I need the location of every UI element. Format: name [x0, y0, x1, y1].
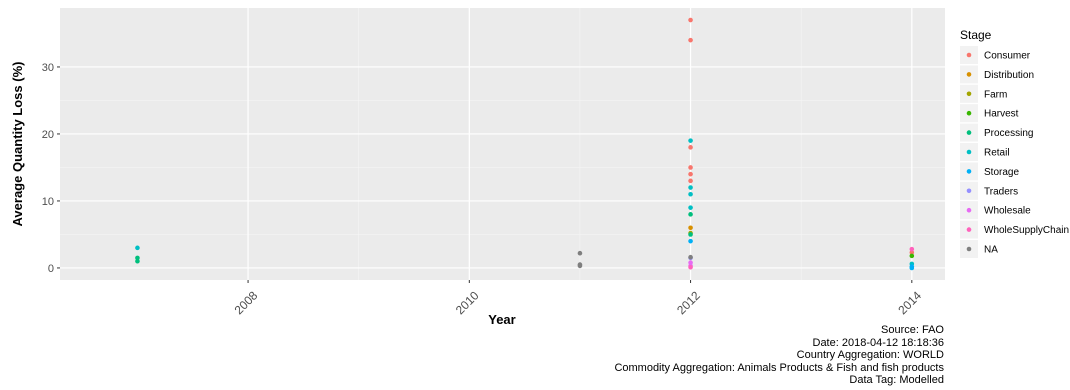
legend-label-traders: Traders [984, 186, 1018, 197]
legend-marker-na [966, 246, 972, 252]
point-retail [688, 191, 693, 197]
caption-source: Source: FAO [881, 324, 944, 336]
legend-marker-harvest [966, 110, 972, 116]
legend-label-distribution: Distribution [984, 70, 1034, 81]
point-consumer [909, 250, 915, 255]
point-retail [688, 205, 693, 210]
point-processing [688, 232, 693, 237]
legend-label-harvest: Harvest [984, 109, 1019, 120]
x-tick-label: 2010 [453, 288, 482, 317]
legend-label-farm: Farm [984, 89, 1007, 100]
legend-label-retail: Retail [984, 148, 1010, 159]
legend-label-consumer: Consumer [984, 51, 1031, 62]
caption-commodity: Commodity Aggregation: Animals Products … [614, 361, 944, 374]
point-harvest [909, 253, 915, 259]
point-consumer [688, 171, 693, 177]
y-tick-label: 30 [42, 62, 54, 74]
plot-panel [60, 8, 945, 280]
legend-marker-wholesale [966, 207, 972, 213]
point-distribution [688, 225, 693, 231]
x-axis-ticks: 2008 2010 2012 2014 [232, 280, 924, 317]
point-retail [688, 185, 693, 190]
y-tick-label: 20 [42, 129, 54, 141]
legend-label-wholesale: Wholesale [984, 206, 1031, 217]
point-consumer [688, 145, 693, 150]
point-processing [135, 255, 140, 261]
caption-tag: Data Tag: Modelled [849, 374, 944, 387]
legend-marker-retail [966, 149, 972, 155]
y-tick-label: 0 [48, 263, 54, 275]
point-consumer [688, 178, 693, 184]
point-na [577, 250, 583, 256]
legend-marker-storage [966, 169, 972, 174]
point-consumer [688, 165, 693, 170]
legend-marker-distribution [966, 72, 972, 77]
legend-label-processing: Processing [984, 128, 1033, 139]
point-consumer [688, 17, 693, 23]
legend-label-storage: Storage [984, 167, 1019, 178]
point-wholesale [688, 260, 693, 265]
caption-date: Date: 2018-04-12 18:18:36 [812, 336, 945, 349]
point-processing [688, 212, 693, 217]
point-consumer [688, 37, 693, 43]
point-storage [688, 238, 693, 244]
legend-marker-farm [966, 91, 972, 97]
x-axis-label: Year [488, 312, 515, 327]
x-tick-label: 2014 [895, 288, 924, 317]
point-na [577, 263, 583, 269]
caption-country: Country Aggregation: WORLD [796, 349, 944, 362]
x-tick-label: 2008 [232, 288, 261, 317]
legend-label-na: NA [984, 245, 998, 256]
legend: Stage Consumer Distribution Farm Harvest Pro… [960, 28, 1069, 258]
legend-marker-processing [966, 130, 972, 135]
legend-marker-wholesupplychain [966, 227, 972, 232]
point-wholesupplychain [909, 246, 915, 252]
minor-gridlines [60, 8, 945, 280]
legend-marker-traders [966, 188, 972, 194]
chart-caption: Source: FAO Date: 2018-04-12 18:18:36 Co… [614, 324, 944, 387]
legend-marker-consumer [966, 52, 972, 58]
legend-title: Stage [960, 28, 992, 42]
y-axis-ticks: 0 10 20 30 [42, 62, 60, 275]
point-retail [688, 138, 693, 143]
point-storage [909, 265, 915, 271]
legend-label-wholesupplychain: WholeSupplyChain [984, 225, 1069, 236]
y-axis-label: Average Quantity Loss (%) [10, 62, 25, 227]
major-gridlines [60, 8, 945, 280]
point-wholesupplychain [688, 264, 693, 270]
x-tick-label: 2012 [674, 288, 703, 317]
point-na [688, 254, 693, 260]
y-tick-label: 10 [42, 196, 54, 208]
data-points [135, 17, 915, 271]
point-processing [135, 258, 140, 264]
point-retail [135, 245, 140, 251]
